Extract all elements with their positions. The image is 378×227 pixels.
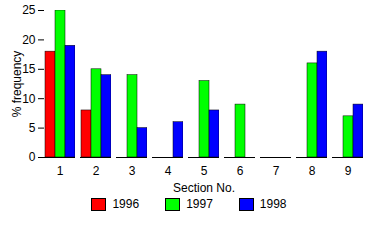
svg-text:20: 20	[22, 33, 36, 47]
svg-text:1: 1	[57, 164, 64, 178]
svg-text:5: 5	[29, 121, 36, 135]
svg-text:0: 0	[29, 150, 36, 164]
svg-text:Section No.: Section No.	[173, 181, 235, 195]
html-text:1997: 1997	[186, 197, 213, 211]
svg-text:9: 9	[345, 164, 352, 178]
svg-text:8: 8	[309, 164, 316, 178]
svg-text:5: 5	[201, 164, 208, 178]
svg-text:4: 4	[165, 164, 172, 178]
html-text:1998: 1998	[259, 197, 287, 211]
svg-text:25: 25	[22, 3, 36, 17]
svg-text:6: 6	[237, 164, 244, 178]
svg-text:7: 7	[273, 164, 280, 178]
svg-text:2: 2	[93, 164, 100, 178]
svg-text:3: 3	[129, 164, 136, 178]
svg-text:15: 15	[22, 62, 36, 76]
html-text:1996: 1996	[112, 197, 140, 211]
svg-text:10: 10	[22, 92, 36, 106]
svg-text:% frequency: % frequency	[10, 51, 24, 118]
